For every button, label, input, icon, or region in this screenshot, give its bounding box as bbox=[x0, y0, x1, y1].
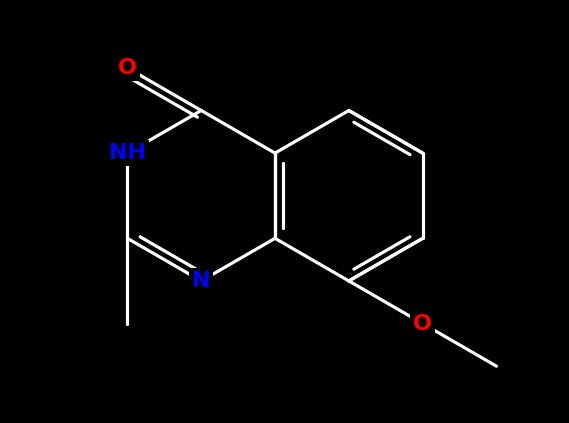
Text: O: O bbox=[413, 313, 432, 334]
Text: N: N bbox=[192, 271, 211, 291]
Text: O: O bbox=[118, 58, 137, 78]
Text: NH: NH bbox=[109, 143, 146, 163]
